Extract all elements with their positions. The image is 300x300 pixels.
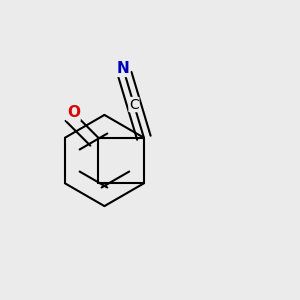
Text: C: C (129, 98, 139, 112)
Text: O: O (67, 105, 80, 120)
Text: N: N (117, 61, 130, 76)
